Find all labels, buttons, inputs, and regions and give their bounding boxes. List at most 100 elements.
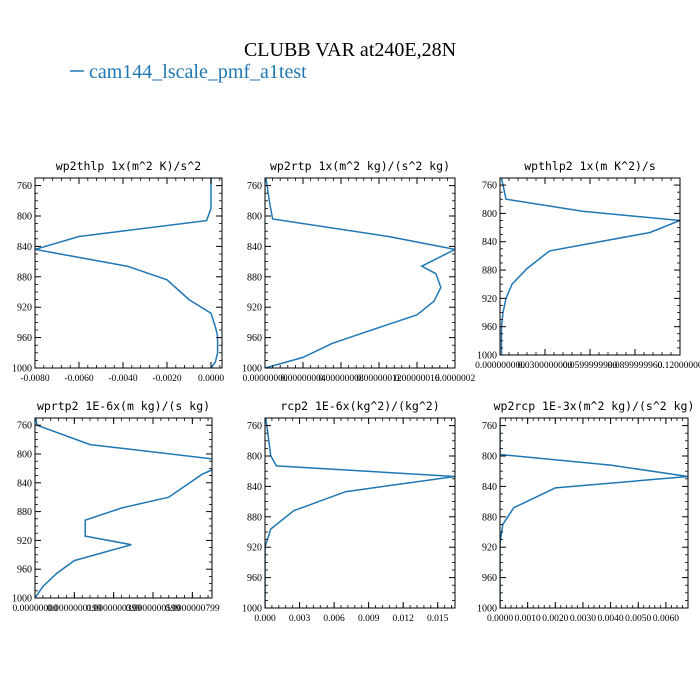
- y-tick-label: 920: [17, 303, 32, 314]
- x-tick-label: -0.0060: [64, 374, 94, 384]
- plot-frame: [499, 417, 689, 609]
- y-tick-label: 880: [247, 272, 262, 283]
- panels-container: wp2thlp 1x(m^2 K)/s^2 760 800 840 880 920 960 1…: [12, 159, 700, 624]
- y-tick-label: 760: [17, 421, 32, 432]
- y-tick-label: 840: [247, 482, 262, 493]
- x-tick-label: 0.00000000: [12, 604, 57, 614]
- x-tick-label: 0.0010: [515, 614, 541, 624]
- x-tick-label: 0.0599999990: [563, 361, 618, 371]
- plot-frame: [34, 177, 223, 369]
- x-tick-label: 0.12000000: [657, 361, 700, 371]
- y-tick-label: 800: [17, 450, 32, 461]
- y-tick-label: 800: [482, 452, 497, 463]
- y-tick-label: 880: [247, 512, 262, 523]
- series-line: [35, 418, 212, 598]
- y-tick-label: 760: [17, 181, 32, 192]
- panel-title: wp2thlp 1x(m^2 K)/s^2: [56, 159, 201, 173]
- panel-2: wp2rtp 1x(m^2 kg)/(s^2 kg) 760 800 840 880 92…: [242, 159, 475, 384]
- y-tick-label: 1000: [12, 364, 32, 375]
- y-tick-label: 760: [247, 181, 262, 192]
- x-tick-label: 0.000: [254, 614, 276, 624]
- x-tick-label: 0.0300000000: [518, 361, 573, 371]
- y-tick-label: 960: [17, 333, 32, 344]
- y-tick-label: 800: [247, 452, 262, 463]
- y-tick-label: 960: [482, 322, 497, 333]
- y-tick-label: 960: [17, 565, 32, 576]
- x-tick-label: 0.0020: [542, 614, 568, 624]
- x-tick-label: -0.0080: [20, 374, 50, 384]
- y-tick-label: 800: [482, 209, 497, 220]
- plot-frame: [499, 177, 681, 356]
- panel-1: wp2thlp 1x(m^2 K)/s^2 760 800 840 880 920 960 1…: [12, 159, 224, 384]
- y-tick-label: 880: [17, 272, 32, 283]
- x-tick-label: 0.0899999960: [608, 361, 663, 371]
- y-tick-label: 880: [482, 512, 497, 523]
- y-tick-label: 960: [247, 573, 262, 584]
- x-tick-label: 0.0000000799: [165, 604, 220, 614]
- x-tick-label: -0.0020: [152, 374, 182, 384]
- series-line: [265, 418, 455, 608]
- x-tick-label: 0.0000: [487, 614, 513, 624]
- x-tick-label: 0.00000000: [242, 374, 287, 384]
- panel-4: wprtp2 1E-6x(m kg)/(s kg) 760 800 840 880 920…: [12, 399, 220, 614]
- plot-frame: [34, 417, 213, 599]
- y-tick-label: 840: [247, 242, 262, 253]
- plot-frame: [264, 417, 456, 609]
- series-line: [265, 178, 455, 368]
- plot-frame: [264, 177, 456, 369]
- figure-title: CLUBB VAR at240E,28N: [244, 39, 456, 61]
- x-tick-label: 0.00000016: [394, 374, 439, 384]
- panel-title: wp2rtp 1x(m^2 kg)/(s^2 kg): [270, 159, 450, 173]
- series-line: [35, 178, 219, 368]
- y-tick-label: 840: [17, 242, 32, 253]
- x-tick-label: 0.003: [289, 614, 311, 624]
- x-tick-label: -0.0040: [108, 374, 138, 384]
- x-tick-label: 0.015: [427, 614, 449, 624]
- figure-legend: cam144_lscale_pmf_a1test: [89, 61, 307, 83]
- x-tick-label: 0.012: [392, 614, 414, 624]
- panel-title: rcp2 1E-6x(kg^2)/(kg^2): [280, 399, 439, 413]
- legend-entry-label: cam144_lscale_pmf_a1test: [89, 61, 307, 83]
- y-tick-label: 840: [17, 478, 32, 489]
- x-tick-label: 0.0050: [625, 614, 651, 624]
- x-tick-label: 0.0060: [653, 614, 679, 624]
- x-tick-label: 0.0040: [598, 614, 624, 624]
- y-tick-label: 840: [482, 482, 497, 493]
- panel-title: wpthlp2 1x(m K^2)/s: [524, 159, 656, 173]
- x-tick-label: 0.0000: [198, 374, 224, 384]
- y-tick-label: 760: [247, 421, 262, 432]
- y-tick-label: 920: [482, 543, 497, 554]
- y-tick-label: 920: [247, 303, 262, 314]
- y-tick-label: 920: [17, 536, 32, 547]
- y-tick-label: 920: [482, 294, 497, 305]
- y-tick-label: 960: [482, 573, 497, 584]
- panel-title: wp2rcp 1E-3x(m^2 kg)/(s^2 kg): [494, 399, 695, 413]
- y-tick-label: 1000: [12, 594, 32, 605]
- y-tick-label: 880: [17, 507, 32, 518]
- x-tick-label: 0.0000000599: [126, 604, 181, 614]
- x-tick-label: 0.00000008: [318, 374, 363, 384]
- x-tick-label: 0.0000002: [435, 374, 476, 384]
- x-tick-label: 0.000000000: [475, 361, 525, 371]
- panel-3: wpthlp2 1x(m K^2)/s 760 800 840 880 920 960 100…: [475, 159, 700, 371]
- x-tick-label: 0.0030: [570, 614, 596, 624]
- y-tick-label: 960: [247, 333, 262, 344]
- x-tick-label: 0.00000012: [356, 374, 401, 384]
- panel-6: wp2rcp 1E-3x(m^2 kg)/(s^2 kg) 760 800 840 88…: [477, 399, 694, 624]
- y-tick-label: 760: [482, 421, 497, 432]
- x-tick-label: 0.006: [323, 614, 345, 624]
- y-tick-label: 880: [482, 266, 497, 277]
- y-tick-label: 1000: [242, 604, 262, 615]
- x-tick-label: 0.0000000199: [47, 604, 102, 614]
- panel-5: rcp2 1E-6x(kg^2)/(kg^2) 760 800 840 880 920 96…: [242, 399, 456, 624]
- y-tick-label: 840: [482, 237, 497, 248]
- y-tick-label: 800: [247, 212, 262, 223]
- series-line: [500, 178, 680, 355]
- panel-title: wprtp2 1E-6x(m kg)/(s kg): [37, 399, 210, 413]
- y-tick-label: 1000: [477, 351, 497, 362]
- x-tick-label: 0.009: [358, 614, 380, 624]
- y-tick-label: 760: [482, 181, 497, 192]
- y-tick-label: 1000: [242, 364, 262, 375]
- y-tick-label: 920: [247, 543, 262, 554]
